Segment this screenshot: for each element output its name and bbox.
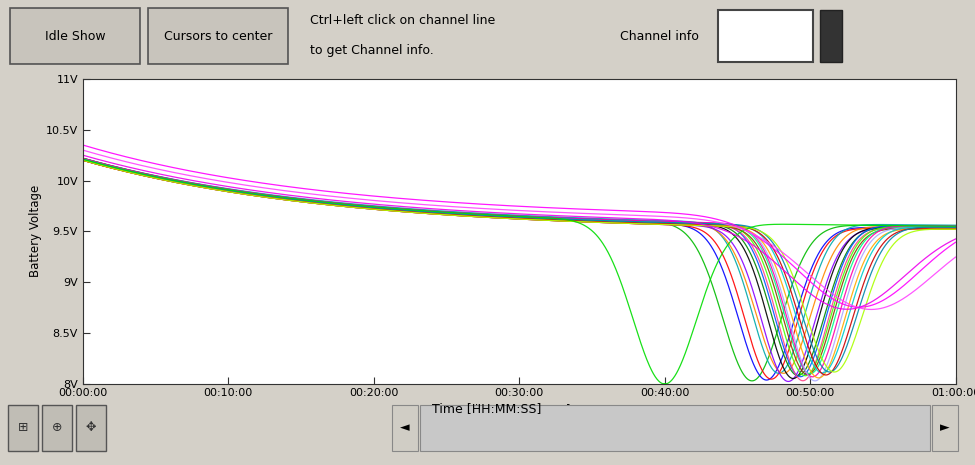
Bar [718,10,813,62]
Bar [820,10,842,62]
Text: Time [HH:MM:SS]: Time [HH:MM:SS] [432,402,542,415]
Bar [420,405,930,451]
Text: Channel info: Channel info [620,30,699,42]
Text: to get Channel info.: to get Channel info. [310,44,434,57]
X-axis label: Time [HH:MM:SS]: Time [HH:MM:SS] [468,403,570,416]
Text: Ctrl+left click on channel line: Ctrl+left click on channel line [310,13,495,27]
Text: ►: ► [940,421,950,434]
Y-axis label: Battery Voltage: Battery Voltage [28,185,42,278]
Bar [8,405,38,451]
Bar [392,405,418,451]
Text: Idle Show: Idle Show [45,30,105,42]
Bar [76,405,106,451]
Bar [11,9,139,63]
Text: Cursors to center: Cursors to center [164,30,272,42]
Text: ◄: ◄ [400,421,410,434]
Text: ⊕: ⊕ [52,421,62,434]
Text: ✥: ✥ [86,421,97,434]
Bar [42,405,72,451]
Bar [10,8,140,64]
Text: ⊞: ⊞ [18,421,28,434]
Bar [148,8,288,64]
Bar [932,405,958,451]
Bar [149,9,287,63]
